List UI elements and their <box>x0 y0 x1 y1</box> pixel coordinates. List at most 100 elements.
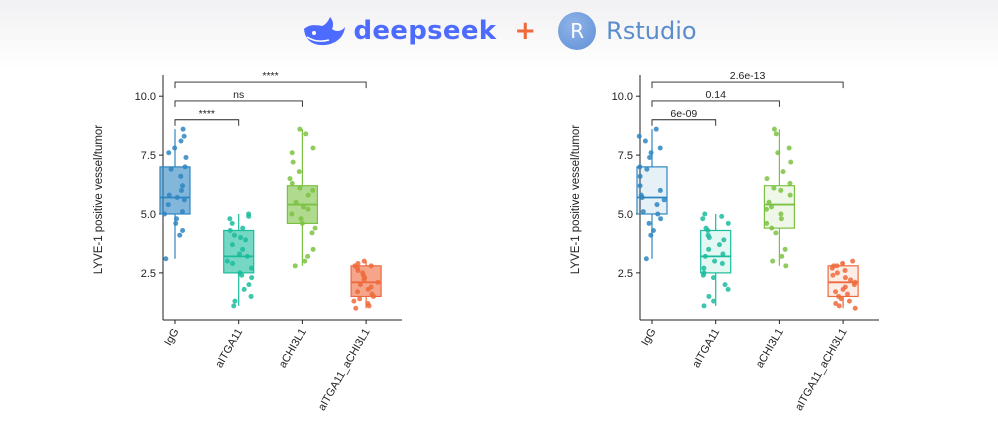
x-tick-label: aITGA11_aCHI3L1 <box>793 327 850 413</box>
data-point <box>231 232 237 238</box>
data-point <box>173 220 179 226</box>
data-point <box>779 253 785 259</box>
data-point <box>361 258 367 264</box>
data-point <box>229 220 235 226</box>
data-point <box>655 211 661 217</box>
data-point <box>657 145 663 151</box>
data-point <box>236 251 242 257</box>
data-point <box>788 159 794 165</box>
data-point <box>297 185 303 191</box>
data-point <box>298 216 304 222</box>
data-point <box>846 298 852 304</box>
data-point <box>240 246 246 252</box>
data-point <box>639 195 645 200</box>
data-point <box>310 246 316 252</box>
boxplot-chart-left: 2.5 5.0 7.5 10.0 LYVE-1 positive vessel/tumo… <box>93 70 402 413</box>
x-tick-label: IgG <box>162 327 181 348</box>
data-point <box>297 126 303 132</box>
header-banner <box>0 0 998 70</box>
data-point <box>764 220 770 226</box>
data-point <box>181 133 187 139</box>
comparison-bracket <box>174 100 303 107</box>
data-point <box>657 187 663 193</box>
data-point <box>643 256 649 262</box>
data-point <box>227 216 233 222</box>
data-point <box>238 235 244 241</box>
data-point <box>829 265 835 271</box>
data-point <box>370 293 376 299</box>
data-point <box>289 180 295 186</box>
data-point <box>719 213 725 219</box>
data-point <box>842 268 848 274</box>
rstudio-logo: R Rstudio <box>558 12 697 50</box>
data-point <box>778 216 784 222</box>
data-point <box>244 253 250 259</box>
data-point <box>646 220 652 226</box>
data-point <box>230 260 236 266</box>
data-point <box>770 258 776 264</box>
data-point <box>232 298 238 304</box>
data-point <box>764 176 770 182</box>
data-point <box>771 126 777 132</box>
data-point <box>303 131 309 137</box>
data-point <box>180 126 186 132</box>
data-point <box>180 183 186 189</box>
comparison-bracket <box>651 81 844 89</box>
comparison-bracket <box>651 119 717 126</box>
data-point <box>310 145 316 151</box>
data-point <box>289 150 295 156</box>
data-point <box>833 301 839 307</box>
data-point <box>165 202 171 208</box>
data-point <box>778 211 784 217</box>
data-point <box>182 164 188 170</box>
data-point <box>830 272 836 278</box>
data-point <box>355 289 361 295</box>
data-point <box>305 206 311 212</box>
data-point <box>183 154 189 160</box>
data-point <box>174 216 180 222</box>
comparison-bracket <box>174 81 367 89</box>
data-point <box>224 258 230 264</box>
data-point <box>240 225 246 231</box>
data-point <box>786 145 792 151</box>
x-tick-label: aITGA11 <box>690 327 722 370</box>
data-point <box>166 150 172 156</box>
data-point <box>773 230 779 236</box>
data-point <box>706 235 712 241</box>
data-point <box>172 145 178 151</box>
y-tick-label: 5.0 <box>141 209 156 221</box>
data-point <box>246 213 252 219</box>
data-point <box>658 216 664 222</box>
data-point <box>834 263 840 269</box>
data-point <box>771 185 777 191</box>
data-point <box>178 173 184 179</box>
data-point <box>725 286 731 292</box>
data-point <box>653 126 659 132</box>
data-point <box>725 220 731 226</box>
data-point <box>289 211 295 217</box>
data-point <box>642 138 648 144</box>
data-point <box>842 275 848 281</box>
y-tick-label: 7.5 <box>618 150 633 162</box>
data-point <box>775 150 781 156</box>
data-point <box>787 180 793 186</box>
data-point <box>710 275 716 281</box>
boxplot-chart-right: 2.5 5.0 7.5 10.0 LYVE-1 positive vessel/tumo… <box>570 70 879 413</box>
y-tick-label: 10.0 <box>135 91 156 103</box>
box-IgG <box>159 166 191 215</box>
y-tick-label: 7.5 <box>141 150 156 162</box>
data-point <box>722 282 728 288</box>
data-point <box>248 293 254 299</box>
data-point <box>181 197 187 203</box>
data-point <box>310 187 316 193</box>
data-point <box>365 286 371 292</box>
data-point <box>239 272 245 278</box>
data-point <box>300 204 306 210</box>
data-point <box>836 303 842 309</box>
data-point <box>361 277 367 283</box>
data-point <box>648 150 654 156</box>
data-point <box>177 232 183 238</box>
data-point <box>706 246 712 252</box>
data-point <box>302 258 308 264</box>
data-point <box>845 291 851 297</box>
